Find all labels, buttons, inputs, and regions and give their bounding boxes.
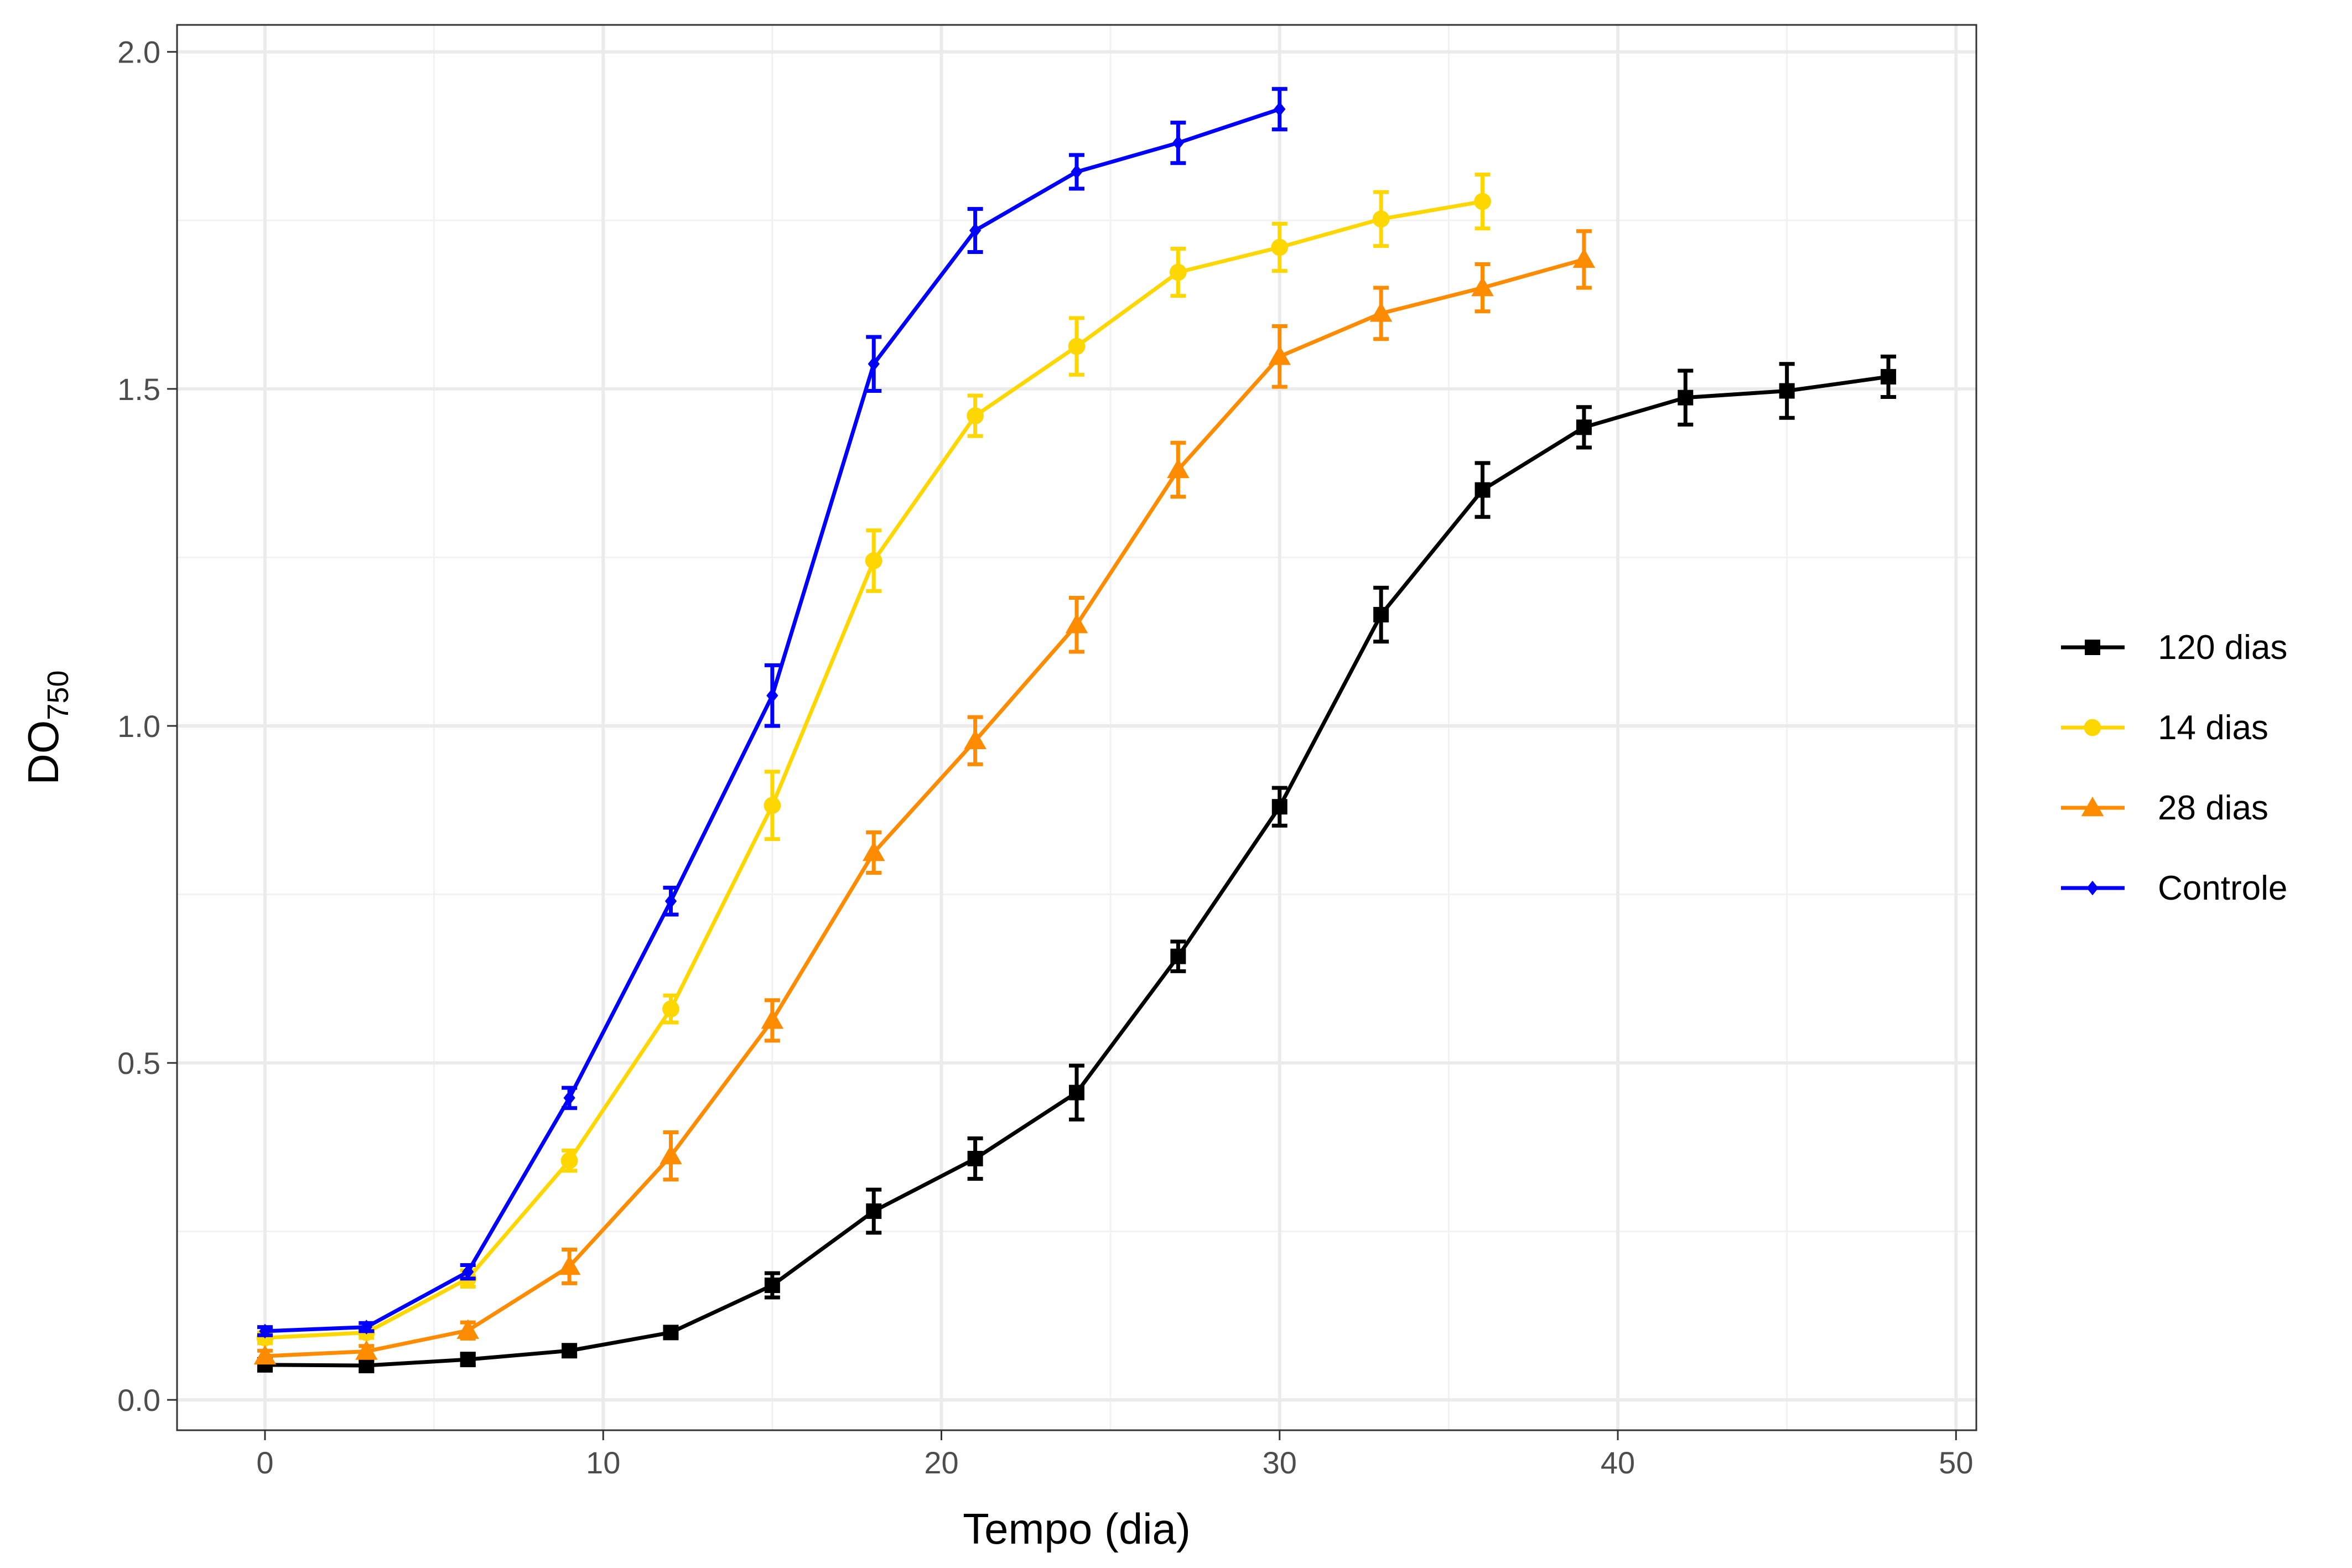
x-tick-label: 40 xyxy=(1601,1445,1635,1480)
legend-label-14-dias: 14 dias xyxy=(2158,709,2268,747)
data-point-14-dias xyxy=(865,552,882,569)
data-point-120-dias xyxy=(1779,383,1795,398)
legend-label-120-dias: 120 dias xyxy=(2158,629,2287,667)
x-tick-label: 30 xyxy=(1263,1445,1297,1480)
y-axis-title-subscript: 750 xyxy=(41,670,75,720)
data-point-14-dias xyxy=(1170,264,1187,281)
data-point-120-dias xyxy=(1272,799,1287,814)
data-point-14-dias xyxy=(764,797,781,814)
x-tick-label: 50 xyxy=(1939,1445,1973,1480)
data-point-120-dias xyxy=(1576,419,1592,435)
y-tick-label: 1.5 xyxy=(117,372,160,407)
data-point-120-dias xyxy=(765,1278,780,1293)
data-point-14-dias xyxy=(1474,193,1491,210)
data-point-120-dias xyxy=(866,1203,881,1219)
y-axis-title-main: DO xyxy=(19,720,68,785)
data-point-120-dias xyxy=(1678,390,1693,406)
data-point-120-dias xyxy=(1475,482,1491,498)
data-point-120-dias xyxy=(663,1325,678,1340)
data-point-120-dias xyxy=(460,1352,476,1367)
data-point-120-dias xyxy=(1170,949,1186,964)
data-point-120-dias xyxy=(1881,369,1896,385)
legend-label-controle: Controle xyxy=(2158,869,2287,907)
y-tick-label: 0.0 xyxy=(117,1383,160,1418)
data-point-14-dias xyxy=(1068,338,1086,355)
data-point-120-dias xyxy=(562,1343,577,1358)
y-tick-label: 1.0 xyxy=(117,709,160,744)
x-tick-label: 10 xyxy=(586,1445,620,1480)
legend-marker-120-dias xyxy=(2085,640,2100,655)
legend-marker-14-dias xyxy=(2084,719,2101,736)
y-tick-label: 2.0 xyxy=(117,35,160,70)
data-point-120-dias xyxy=(968,1151,983,1166)
x-tick-label: 20 xyxy=(924,1445,958,1480)
x-axis-title: Tempo (dia) xyxy=(963,1504,1191,1553)
data-point-120-dias xyxy=(1069,1085,1084,1100)
data-point-120-dias xyxy=(359,1358,374,1373)
data-point-14-dias xyxy=(1373,210,1390,227)
plot-panel xyxy=(177,25,1976,1430)
data-point-14-dias xyxy=(561,1152,578,1169)
data-point-14-dias xyxy=(967,407,984,424)
data-point-14-dias xyxy=(1271,239,1288,256)
data-point-14-dias xyxy=(662,1000,679,1017)
y-tick-label: 0.5 xyxy=(117,1046,160,1081)
legend-label-28-dias: 28 dias xyxy=(2158,789,2268,827)
x-tick-label: 0 xyxy=(256,1445,273,1480)
data-point-120-dias xyxy=(1373,607,1389,622)
